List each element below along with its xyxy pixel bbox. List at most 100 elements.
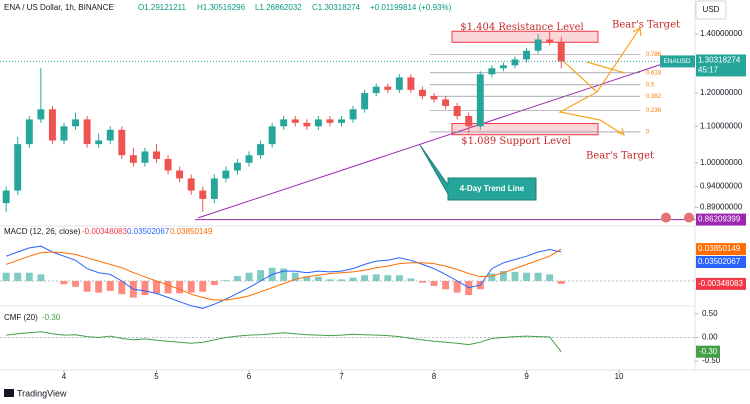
macd-histogram-bar	[430, 280, 438, 286]
level-box	[696, 213, 746, 226]
candle-body	[14, 144, 22, 191]
candle-body	[153, 151, 160, 159]
macd-histogram-bar	[395, 275, 403, 281]
header-close: C1.30318274	[312, 3, 361, 12]
macd-histogram-bar	[326, 279, 334, 281]
fib-label: 0	[646, 129, 650, 135]
candle-body	[442, 99, 450, 106]
candle-body	[465, 116, 473, 127]
level-label: 0.86209399	[698, 215, 741, 224]
fib-label: 0.236	[646, 108, 662, 114]
macd-histogram-bar	[361, 275, 369, 281]
macd-histogram-bar	[106, 280, 114, 291]
candle-body	[106, 129, 114, 141]
macd-legend-hist: -0.00348083	[82, 227, 127, 236]
macd-histogram-bar	[523, 272, 531, 281]
macd-histogram-bar	[245, 272, 253, 281]
y-tick-label: 0.89000000	[700, 203, 743, 212]
candle-body	[511, 59, 519, 66]
candle-body	[453, 105, 461, 117]
candle-body	[257, 144, 265, 156]
candle-body	[546, 39, 554, 43]
callout	[419, 144, 537, 201]
macd-signal-box-label: 0.03850149	[698, 244, 741, 253]
candle-body	[48, 109, 56, 141]
cmf-tick-label: 0.00	[702, 333, 718, 342]
macd-histogram-bar	[338, 279, 345, 281]
candle-body	[95, 140, 103, 145]
macd-histogram-bar	[199, 280, 207, 292]
currency: USD	[703, 5, 720, 14]
macd-line	[6, 245, 562, 309]
macd-histogram-bar	[557, 280, 565, 284]
candle-body	[141, 151, 149, 163]
candle-body	[372, 86, 380, 93]
candle-body	[118, 129, 126, 156]
macd-histogram-bar	[95, 280, 103, 293]
macd-histogram-bar	[141, 280, 149, 296]
candle-body	[407, 77, 415, 90]
trend-line-label: 4-Day Trend Line	[460, 184, 525, 193]
flag-icon	[661, 212, 671, 223]
macd-histogram-bar	[534, 272, 542, 281]
support-zone	[451, 123, 599, 136]
cmf-tick-label: -0.50	[702, 356, 721, 365]
support-label: $1.089 Support Level	[461, 136, 571, 147]
x-tick-label: 5	[154, 372, 159, 381]
macd-histogram-bar	[372, 274, 380, 281]
x-tick-label: 4	[62, 372, 67, 381]
y-tick-label: 1.10000000	[700, 121, 743, 130]
candle-body	[419, 89, 426, 97]
macd-histogram-bar	[176, 280, 184, 294]
macd-histogram-bar	[210, 280, 218, 286]
fib-label: 0.618	[646, 70, 662, 76]
candle-body	[488, 68, 496, 75]
candle-body	[303, 122, 311, 127]
fib-label: 0.382	[646, 94, 662, 100]
macd-histogram-bar	[291, 272, 299, 281]
macd-histogram-bar	[280, 268, 288, 281]
candle-body	[326, 119, 334, 123]
macd-value-box	[696, 255, 746, 268]
candle-body	[129, 155, 137, 163]
cmf-current: -0.30	[42, 313, 61, 322]
target-label: Bear's Target	[586, 151, 654, 162]
x-tick-label: 9	[524, 372, 529, 381]
cmf-line	[6, 331, 562, 353]
candle-body	[384, 86, 392, 90]
macd-histogram-bar	[233, 276, 241, 281]
macd-histogram-bar	[164, 280, 172, 294]
candle-body	[557, 42, 565, 62]
currency-box[interactable]	[695, 0, 727, 20]
macd-signal-box	[696, 243, 746, 256]
y-tick-label: 0.94000000	[700, 182, 743, 191]
signal-line	[6, 248, 562, 301]
candle-body	[361, 92, 369, 110]
resistance-label: $1.404 Resistance Level	[460, 22, 584, 33]
macd-histogram-bar	[314, 276, 322, 281]
logo	[4, 389, 14, 397]
macd-histogram-bar	[349, 277, 357, 281]
candle-body	[176, 170, 184, 179]
macd-histogram-bar	[153, 280, 160, 294]
y-tick-label: 1.20000000	[700, 88, 743, 97]
candle-body	[499, 65, 507, 69]
price-label: 1.30318274	[698, 56, 741, 65]
macd-value-box-label: 0.03502067	[698, 257, 741, 266]
candle-body	[476, 74, 484, 127]
macd-histogram-bar	[25, 272, 33, 281]
symbol: ENAUSD	[663, 58, 690, 65]
countdown: 45:17	[698, 66, 719, 75]
cmf-title: CMF (20)	[4, 313, 38, 322]
macd-hist-box	[696, 277, 746, 290]
resistance-zone	[451, 30, 599, 43]
candle-body	[222, 170, 230, 179]
symbol-box	[660, 55, 695, 68]
macd-histogram-bar	[442, 280, 450, 290]
candle-body	[395, 77, 403, 90]
candle-body	[210, 178, 218, 199]
target-arrow	[558, 91, 625, 137]
fib-label: 0.786	[646, 52, 662, 58]
candle-body	[338, 119, 345, 123]
